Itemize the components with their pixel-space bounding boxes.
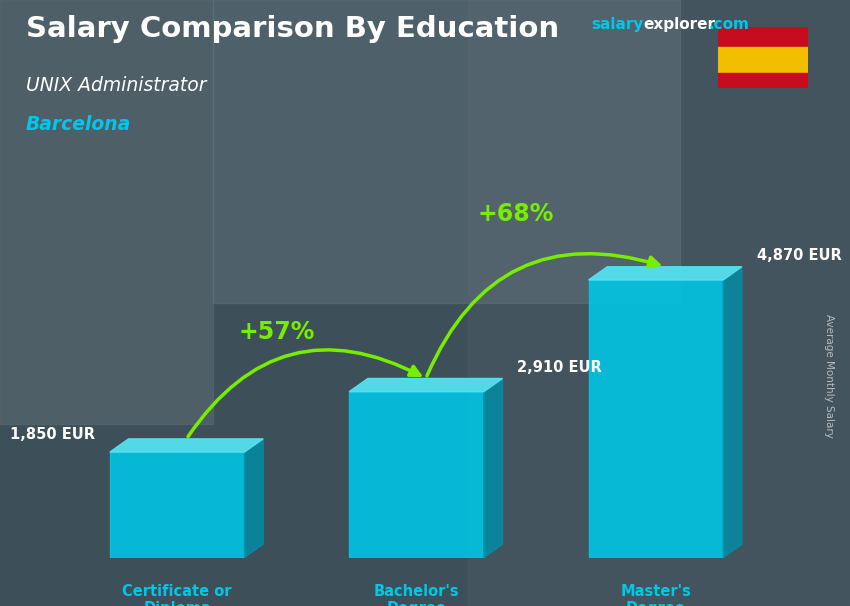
Text: Average Monthly Salary: Average Monthly Salary bbox=[824, 314, 834, 438]
Text: Bachelor's
Degree: Bachelor's Degree bbox=[374, 584, 459, 606]
Bar bbox=[0, 0, 212, 424]
Bar bbox=[718, 73, 808, 88]
Text: Barcelona: Barcelona bbox=[26, 115, 131, 134]
Polygon shape bbox=[110, 439, 264, 452]
Text: UNIX Administrator: UNIX Administrator bbox=[26, 76, 206, 95]
FancyArrowPatch shape bbox=[427, 254, 659, 376]
Bar bbox=[349, 391, 484, 558]
FancyArrowPatch shape bbox=[188, 350, 420, 436]
Bar bbox=[718, 27, 808, 47]
Text: Certificate or
Diploma: Certificate or Diploma bbox=[122, 584, 232, 606]
Text: Master's
Degree: Master's Degree bbox=[620, 584, 691, 606]
Polygon shape bbox=[588, 267, 742, 280]
Polygon shape bbox=[245, 439, 264, 558]
Bar bbox=[212, 0, 680, 303]
Bar bbox=[110, 452, 245, 558]
Text: +68%: +68% bbox=[478, 202, 554, 226]
Polygon shape bbox=[723, 267, 742, 558]
Text: 2,910 EUR: 2,910 EUR bbox=[518, 360, 603, 375]
Text: 4,870 EUR: 4,870 EUR bbox=[756, 248, 842, 264]
Polygon shape bbox=[484, 379, 502, 558]
Text: .com: .com bbox=[708, 17, 749, 32]
Bar bbox=[468, 0, 850, 606]
Bar bbox=[588, 280, 723, 558]
Text: 1,850 EUR: 1,850 EUR bbox=[10, 427, 95, 442]
Text: explorer: explorer bbox=[643, 17, 716, 32]
Polygon shape bbox=[349, 379, 502, 391]
Text: +57%: +57% bbox=[238, 320, 314, 344]
Bar bbox=[718, 47, 808, 73]
Text: salary: salary bbox=[591, 17, 643, 32]
Text: Salary Comparison By Education: Salary Comparison By Education bbox=[26, 15, 558, 43]
